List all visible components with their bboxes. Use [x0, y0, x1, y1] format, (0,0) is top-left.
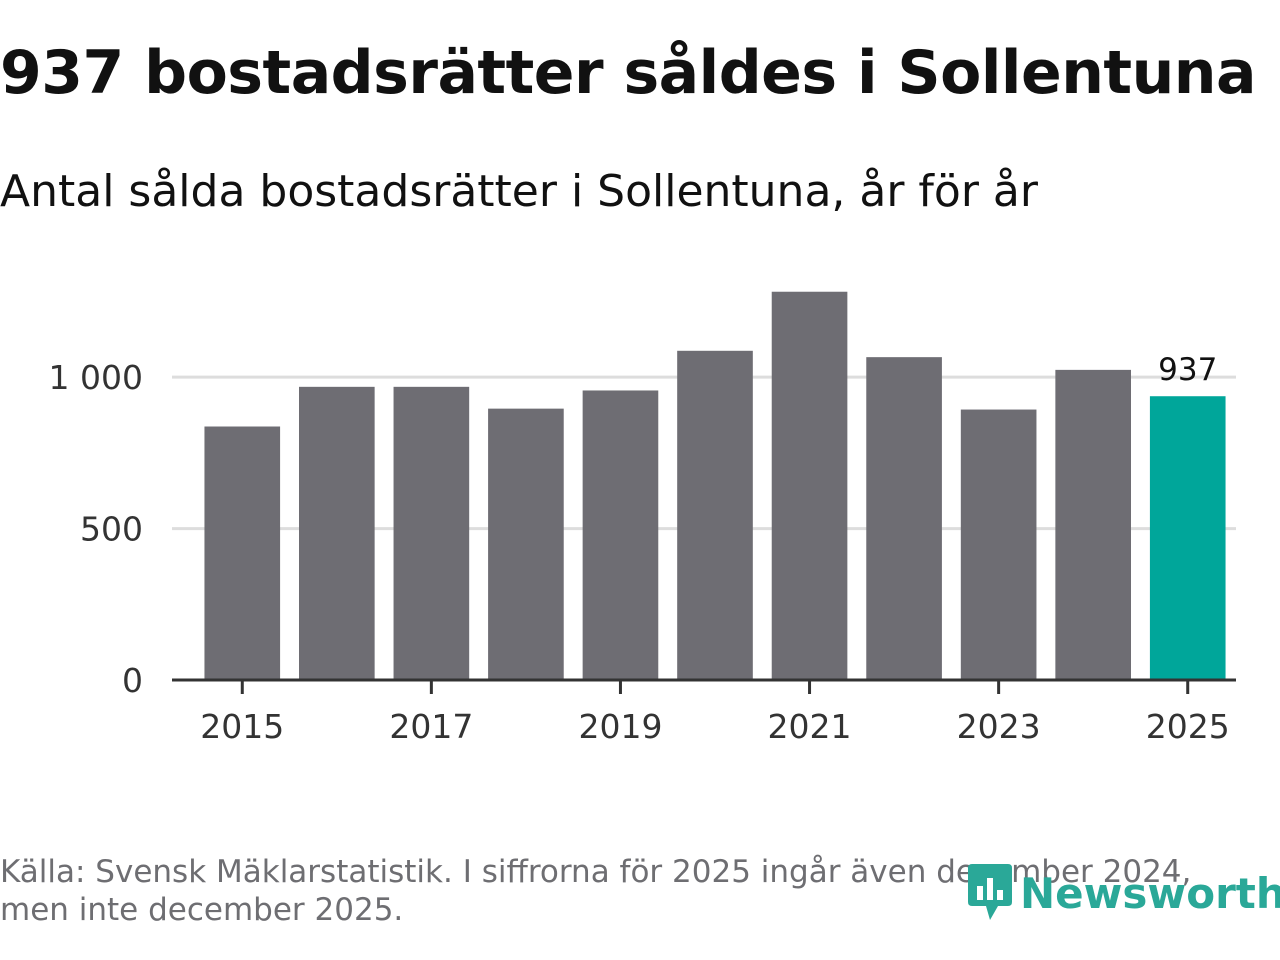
x-tick-label: 2015 [200, 707, 284, 746]
bar-2018 [488, 408, 564, 680]
bar-2022 [866, 357, 942, 680]
x-tick-label: 2023 [957, 707, 1041, 746]
x-tick-label: 2017 [389, 707, 473, 746]
bar-2019 [582, 390, 659, 680]
bar-2020 [677, 350, 753, 680]
bar-chart: 0 500 1 000 2015 2017 2019 2021 2023 2025 937 [49, 291, 1236, 746]
axes [172, 678, 1236, 694]
bar-2017 [393, 386, 470, 680]
labels: 0 500 1 000 2015 2017 2019 2021 2023 2025 937 [49, 352, 1230, 746]
chart-title: 937 bostadsrätter såldes i Sollentuna [0, 38, 1257, 108]
bars [204, 291, 1226, 680]
newsworthy-logo: Newsworthy [964, 862, 1280, 924]
y-tick-label: 1 000 [49, 358, 143, 397]
y-tick-label: 500 [80, 510, 143, 549]
data-label-2025: 937 [1158, 352, 1217, 388]
bar-2021 [771, 291, 848, 680]
newsworthy-logo-icon [968, 864, 1012, 920]
x-tick-label: 2019 [578, 707, 662, 746]
bar-2023 [960, 409, 1037, 680]
x-tick-label: 2025 [1146, 707, 1230, 746]
logo-text: Newsworthy [1020, 868, 1280, 918]
source-line-2: men inte december 2025. [0, 892, 404, 928]
x-tick-label: 2021 [768, 707, 852, 746]
chart-subtitle: Antal sålda bostadsrätter i Sollentuna, … [0, 166, 1038, 217]
bar-2016 [299, 386, 375, 680]
bar-2025 [1149, 396, 1226, 680]
bar-2015 [204, 426, 281, 680]
bar-2024 [1055, 369, 1131, 680]
y-tick-label: 0 [122, 661, 143, 700]
